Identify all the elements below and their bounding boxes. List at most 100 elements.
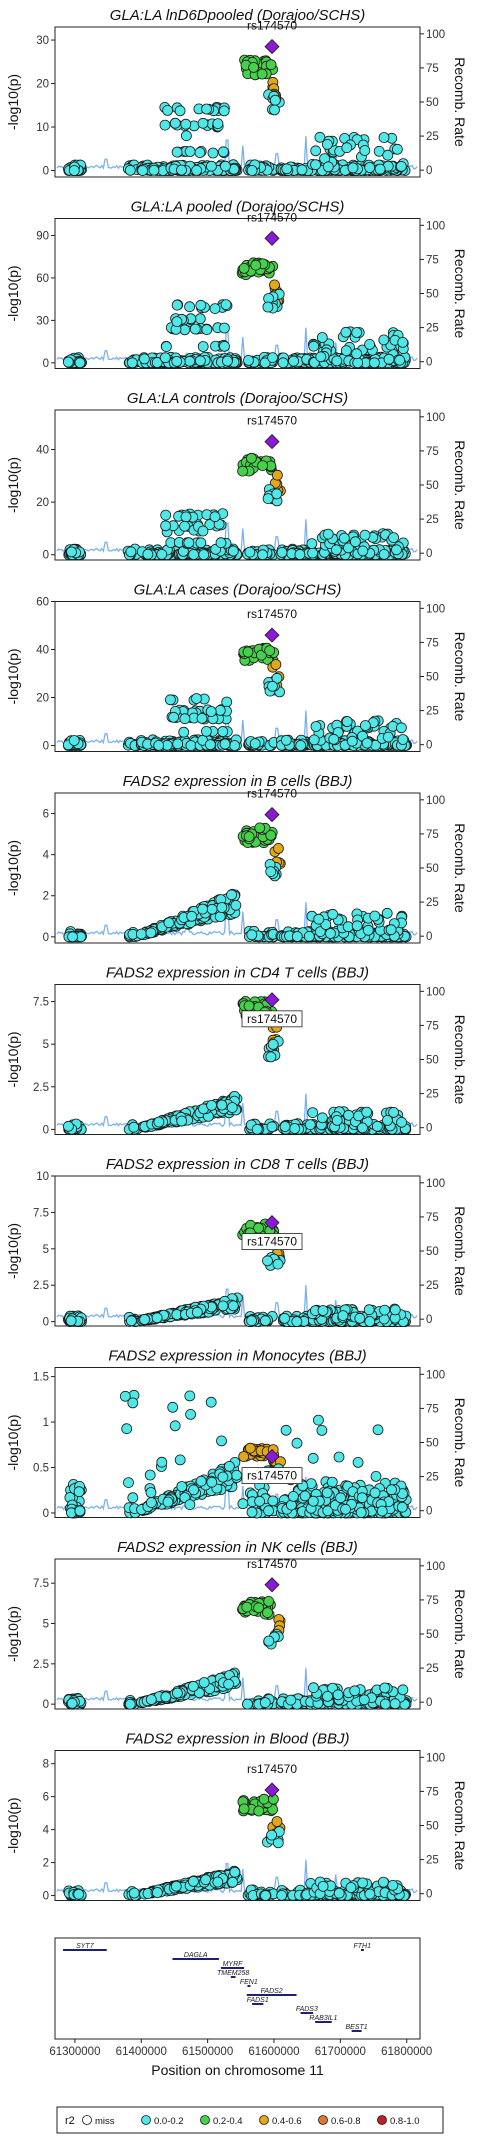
snp-point — [137, 165, 149, 176]
snp-label: rs174570 — [247, 210, 297, 224]
snp-point — [217, 1471, 229, 1483]
snp-point — [184, 1499, 196, 1510]
y-tick-label: 8 — [43, 1759, 49, 1771]
snp-point — [160, 520, 172, 532]
snp-point — [191, 693, 202, 704]
snp-point — [169, 1420, 181, 1432]
snp-point — [259, 1315, 271, 1327]
snp-point — [351, 920, 363, 932]
y-tick-label: 0 — [43, 1699, 49, 1711]
y-tick-label: 0 — [43, 741, 49, 753]
snp-point — [62, 356, 74, 368]
snp-point — [291, 1316, 303, 1327]
snp-point — [340, 326, 352, 338]
snp-point — [238, 262, 250, 274]
snp-point — [259, 1697, 271, 1708]
snp-point — [217, 726, 229, 737]
recomb-tick-label: 75 — [426, 446, 439, 458]
panel-title: FADS2 expression in CD8 T cells (BBJ) — [106, 1156, 369, 1173]
snp-point — [184, 146, 196, 157]
snp-point — [246, 165, 258, 176]
recomb-tick-label: 25 — [426, 514, 439, 526]
snp-point — [266, 1121, 278, 1133]
snp-point — [358, 1694, 370, 1706]
y-tick-label: 0 — [43, 1508, 49, 1520]
snp-point — [123, 1477, 134, 1488]
snp-point — [156, 549, 168, 560]
snp-point — [331, 1115, 343, 1126]
snp-point — [124, 1698, 136, 1710]
snp-point — [171, 1687, 183, 1699]
recomb-tick-label: 100 — [426, 220, 445, 232]
snp-point — [197, 117, 209, 129]
y-tick-label: 60 — [36, 273, 49, 285]
recomb-axis-label: Recomb. Rate — [452, 823, 468, 913]
snp-label: rs174570 — [247, 1235, 297, 1249]
snp-point — [153, 740, 165, 751]
y-tick-label: 6 — [43, 809, 49, 821]
snp-point — [351, 327, 363, 338]
y-tick-label: 20 — [36, 693, 49, 705]
y-tick-label: 90 — [36, 230, 49, 242]
snp-point — [200, 726, 212, 737]
panel-title: GLA:LA controls (Dorajoo/SCHS) — [127, 390, 348, 407]
y-tick-label: 5 — [43, 1244, 49, 1256]
snp-point — [198, 549, 210, 560]
snp-point — [386, 1484, 397, 1496]
snp-point — [174, 1454, 186, 1466]
plot-frame — [54, 218, 421, 369]
y-axis-label: -log10(p) — [5, 648, 21, 704]
recomb-tick-label: 75 — [426, 254, 439, 266]
snp-point — [156, 1456, 168, 1468]
snp-point — [73, 1888, 85, 1900]
snp-point — [370, 1471, 382, 1482]
snp-point — [174, 105, 186, 117]
recomb-tick-label: 25 — [426, 706, 439, 718]
snp-point — [145, 1487, 157, 1498]
snp-point — [378, 549, 390, 560]
y-tick-label: 0 — [43, 1891, 49, 1903]
snp-point — [201, 103, 212, 115]
y-tick-label: 0 — [43, 1317, 49, 1329]
snp-point — [314, 131, 326, 143]
lead-snp-marker — [264, 38, 280, 55]
snp-point — [243, 354, 254, 366]
snp-point — [139, 1314, 151, 1325]
snp-point — [205, 706, 217, 717]
panel-title: FADS2 expression in Blood (BBJ) — [126, 1731, 350, 1748]
snp-point — [128, 1121, 140, 1133]
snp-point — [65, 1315, 77, 1327]
snp-point — [280, 1424, 292, 1436]
snp-point — [322, 1691, 333, 1702]
snp-point — [184, 355, 196, 367]
snp-point — [226, 889, 238, 901]
snp-point — [249, 738, 261, 749]
recomb-tick-label: 50 — [426, 289, 439, 301]
recomb-tick-label: 50 — [426, 97, 439, 109]
snp-label: rs174570 — [247, 414, 297, 428]
snp-point — [215, 537, 227, 549]
snp-point — [285, 1694, 297, 1706]
snp-point — [369, 1487, 381, 1499]
snp-point — [188, 549, 200, 560]
snp-point — [218, 105, 230, 117]
y-tick-label: 40 — [36, 444, 49, 456]
snp-point — [145, 927, 157, 939]
recomb-tick-label: 0 — [426, 1889, 432, 1901]
snp-label: rs174570 — [247, 1012, 297, 1026]
snp-point — [209, 303, 221, 315]
snp-point — [243, 831, 255, 842]
snp-point — [272, 1258, 284, 1270]
snp-point — [372, 1424, 384, 1436]
snp-point — [288, 355, 300, 367]
snp-point — [194, 147, 206, 158]
snp-point — [340, 345, 352, 357]
association-panel-3: GLA:LA controls (Dorajoo/SCHS)0204002550… — [5, 390, 468, 562]
snp-point — [265, 866, 277, 877]
snp-point — [164, 694, 176, 706]
snp-point — [168, 711, 180, 723]
y-axis-label: -log10(p) — [5, 1606, 21, 1662]
y-tick-label: 30 — [36, 35, 49, 47]
snp-point — [326, 1476, 338, 1488]
snp-point — [357, 545, 369, 557]
